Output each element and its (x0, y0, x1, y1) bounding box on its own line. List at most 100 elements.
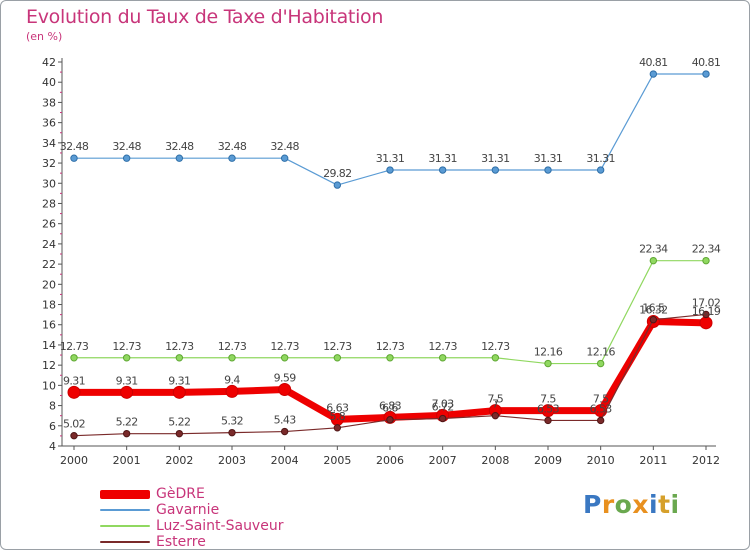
data-point-esterre (280, 427, 289, 436)
data-label-gedre: 9.31 (116, 374, 138, 387)
data-labels-layer: 9.31 9.31 9.31 9.4 9.59 6.63 6.83 7.03 7.5 7.5 7.5… (60, 56, 722, 431)
data-label-luz-saint-sauveur: 22.34 (639, 243, 668, 256)
data-point-gedre (120, 385, 134, 399)
data-label-luz-saint-sauveur: 12.73 (376, 340, 405, 353)
y-tick-label: 30 (42, 177, 56, 190)
data-point-gedre (278, 383, 292, 397)
legend-swatch (100, 489, 150, 499)
data-point-gedre (699, 316, 713, 330)
data-point-gedre (541, 404, 555, 418)
data-point-luz-saint-sauveur (386, 354, 394, 362)
y-tick-label: 26 (42, 218, 56, 231)
y-tick-label: 22 (42, 258, 56, 271)
y-tick-label: 24 (42, 238, 56, 251)
y-tick-label: 40 (42, 76, 56, 89)
logo-letter: o (614, 490, 633, 519)
y-tick-label: 10 (42, 379, 56, 392)
data-label-gavarnie: 40.81 (692, 56, 721, 69)
data-point-luz-saint-sauveur (491, 354, 500, 362)
series-layer (67, 70, 713, 440)
data-point-esterre (386, 416, 394, 424)
data-label-luz-saint-sauveur: 12.73 (165, 340, 194, 353)
legend-item-esterre: Esterre (100, 534, 283, 550)
data-label-gavarnie: 32.48 (60, 140, 89, 153)
data-point-esterre (228, 428, 236, 437)
data-point-esterre (70, 431, 78, 440)
data-point-gavarnie (438, 166, 447, 174)
data-label-gavarnie: 32.48 (112, 140, 141, 153)
data-point-esterre (438, 414, 447, 423)
y-tick-label: 42 (42, 56, 56, 69)
data-point-gedre (172, 385, 186, 399)
proxiti-logo: Proxiti (583, 490, 680, 519)
data-label-luz-saint-sauveur: 12.73 (323, 340, 352, 353)
data-label-gedre: 9.31 (63, 374, 85, 387)
data-label-gedre: 7.03 (432, 397, 455, 410)
y-tick-label: 16 (42, 319, 56, 332)
data-label-gavarnie: 40.81 (639, 56, 668, 69)
data-label-gavarnie: 31.31 (481, 152, 510, 165)
data-label-gavarnie: 32.48 (270, 140, 299, 153)
data-point-esterre (122, 429, 131, 438)
data-label-esterre: 5.22 (168, 416, 190, 429)
logo-letter: i (670, 490, 680, 519)
data-label-gedre: 6.83 (379, 399, 402, 412)
x-tick-label: 2005 (323, 454, 351, 467)
x-tick-label: 2009 (534, 454, 562, 467)
data-label-gedre: 7.5 (540, 393, 556, 406)
data-point-esterre (544, 416, 552, 425)
data-point-esterre (175, 429, 184, 438)
data-point-gavarnie (702, 70, 710, 78)
data-point-gavarnie (596, 166, 605, 174)
y-tick-label: 20 (42, 278, 56, 291)
data-label-gedre: 16.32 (639, 304, 668, 317)
chart-axes: 4 6 8 10 12 14 16 18 20 22 24 26 28 30 32 34 36 38 40 42 200… (42, 56, 720, 467)
x-tick-label: 2001 (113, 454, 141, 467)
data-point-gavarnie (544, 166, 552, 174)
data-label-luz-saint-sauveur: 12.16 (534, 346, 563, 359)
data-label-esterre: 5.32 (221, 415, 243, 428)
data-label-esterre: 6.72 (432, 401, 454, 414)
data-point-luz-saint-sauveur (596, 359, 605, 368)
data-point-esterre (491, 411, 500, 420)
data-label-gavarnie: 29.82 (323, 167, 352, 180)
y-tick-label: 14 (42, 339, 56, 352)
data-point-esterre (649, 315, 658, 324)
x-tick-label: 2007 (429, 454, 457, 467)
data-label-luz-saint-sauveur: 12.73 (112, 340, 141, 353)
data-point-gavarnie (333, 181, 342, 189)
data-label-esterre: 5.43 (274, 414, 297, 427)
legend-label: Gavarnie (156, 502, 220, 518)
data-point-gavarnie (386, 166, 394, 174)
legend-swatch (100, 509, 150, 511)
data-label-gedre: 7.5 (487, 393, 503, 406)
data-point-luz-saint-sauveur (175, 354, 184, 362)
x-tick-label: 2012 (692, 454, 720, 467)
x-tick-label: 2002 (165, 454, 193, 467)
data-label-esterre: 6.53 (590, 402, 613, 415)
logo-letter: r (601, 490, 615, 519)
y-tick-label: 38 (42, 96, 56, 109)
legend-swatch (100, 541, 150, 543)
y-tick-label: 6 (49, 420, 56, 433)
data-label-gavarnie: 31.31 (428, 152, 457, 165)
data-label-luz-saint-sauveur: 12.73 (218, 340, 247, 353)
logo-letter: P (583, 490, 602, 519)
data-label-esterre: 6.6 (382, 402, 398, 415)
data-point-luz-saint-sauveur (544, 359, 552, 368)
y-tick-label: 8 (49, 400, 56, 413)
legend-label: GèDRE (156, 486, 205, 502)
data-label-esterre: 5.8 (329, 410, 345, 423)
x-tick-label: 2011 (639, 454, 667, 467)
data-label-luz-saint-sauveur: 22.34 (692, 243, 721, 256)
data-label-gavarnie: 31.31 (534, 152, 563, 165)
data-point-gavarnie (228, 154, 236, 162)
data-label-gavarnie: 32.48 (165, 140, 194, 153)
y-tick-label: 32 (42, 157, 56, 170)
data-label-esterre: 17.02 (692, 296, 721, 309)
data-point-gavarnie (649, 70, 658, 78)
y-tick-label: 4 (49, 440, 56, 453)
data-label-esterre: 16.5 (642, 302, 665, 315)
x-tick-label: 2004 (271, 454, 299, 467)
data-point-gavarnie (280, 154, 289, 162)
